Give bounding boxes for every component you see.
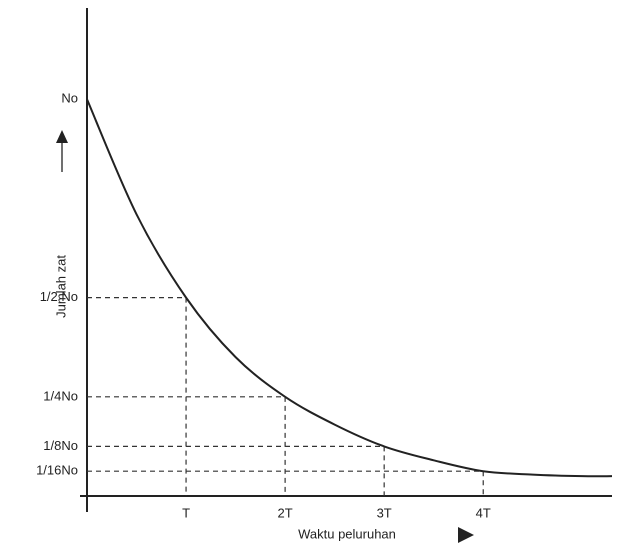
x-tick-label: 2T — [278, 505, 293, 520]
y-tick-label: No — [61, 91, 78, 106]
y-axis-label: Jumlah zat — [53, 255, 68, 318]
y-label-arrow-head — [56, 130, 68, 143]
x-tick-label: 3T — [377, 505, 392, 520]
x-tick-label: 4T — [476, 505, 491, 520]
y-tick-label: 1/4No — [43, 388, 78, 403]
x-label-arrow — [458, 527, 474, 543]
y-tick-label: 1/8No — [43, 438, 78, 453]
x-tick-label: T — [182, 505, 190, 520]
y-tick-label: 1/16No — [36, 463, 78, 478]
y-tick-label: 1/2 No — [40, 289, 78, 304]
decay-curve — [86, 98, 613, 478]
x-axis-label: Waktu peluruhan — [298, 526, 396, 541]
